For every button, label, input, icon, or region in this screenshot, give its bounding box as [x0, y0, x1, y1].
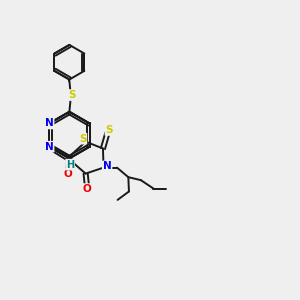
Text: S: S: [68, 90, 76, 100]
Text: H: H: [66, 160, 74, 170]
Text: O: O: [64, 169, 72, 179]
Text: S: S: [79, 134, 86, 144]
Text: O: O: [83, 184, 92, 194]
Text: N: N: [45, 142, 54, 152]
Text: S: S: [106, 125, 113, 135]
Text: N: N: [45, 118, 54, 128]
Text: N: N: [103, 161, 112, 171]
